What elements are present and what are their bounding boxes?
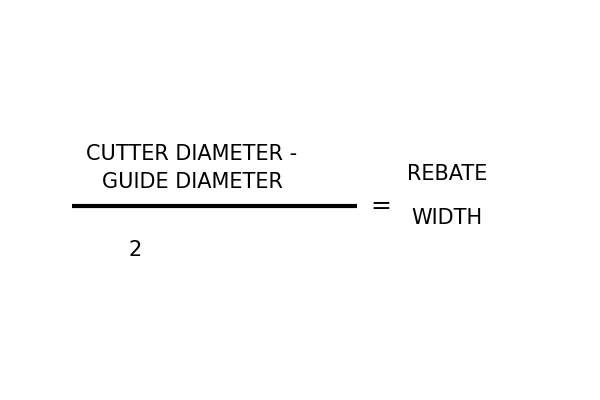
Text: REBATE: REBATE [407, 164, 487, 184]
Text: 2: 2 [128, 240, 142, 260]
Text: WIDTH: WIDTH [412, 208, 482, 228]
Text: GUIDE DIAMETER: GUIDE DIAMETER [101, 172, 283, 192]
Text: CUTTER DIAMETER -: CUTTER DIAMETER - [86, 144, 298, 164]
Text: =: = [371, 194, 391, 218]
